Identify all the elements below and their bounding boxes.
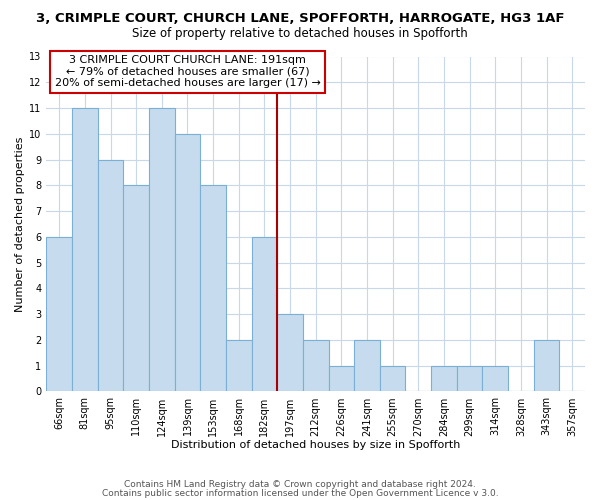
Bar xyxy=(175,134,200,392)
Bar xyxy=(329,366,354,392)
Text: Size of property relative to detached houses in Spofforth: Size of property relative to detached ho… xyxy=(132,28,468,40)
X-axis label: Distribution of detached houses by size in Spofforth: Distribution of detached houses by size … xyxy=(171,440,460,450)
Bar xyxy=(380,366,406,392)
Bar xyxy=(482,366,508,392)
Bar xyxy=(46,237,72,392)
Bar xyxy=(431,366,457,392)
Text: 3, CRIMPLE COURT, CHURCH LANE, SPOFFORTH, HARROGATE, HG3 1AF: 3, CRIMPLE COURT, CHURCH LANE, SPOFFORTH… xyxy=(36,12,564,26)
Text: Contains HM Land Registry data © Crown copyright and database right 2024.: Contains HM Land Registry data © Crown c… xyxy=(124,480,476,489)
Bar xyxy=(72,108,98,392)
Y-axis label: Number of detached properties: Number of detached properties xyxy=(15,136,25,312)
Bar xyxy=(226,340,251,392)
Text: 3 CRIMPLE COURT CHURCH LANE: 191sqm
← 79% of detached houses are smaller (67)
20: 3 CRIMPLE COURT CHURCH LANE: 191sqm ← 79… xyxy=(55,55,320,88)
Text: Contains public sector information licensed under the Open Government Licence v : Contains public sector information licen… xyxy=(101,488,499,498)
Bar xyxy=(354,340,380,392)
Bar xyxy=(457,366,482,392)
Bar xyxy=(200,186,226,392)
Bar xyxy=(277,314,303,392)
Bar xyxy=(98,160,124,392)
Bar xyxy=(124,186,149,392)
Bar xyxy=(303,340,329,392)
Bar xyxy=(534,340,559,392)
Bar xyxy=(251,237,277,392)
Bar xyxy=(149,108,175,392)
